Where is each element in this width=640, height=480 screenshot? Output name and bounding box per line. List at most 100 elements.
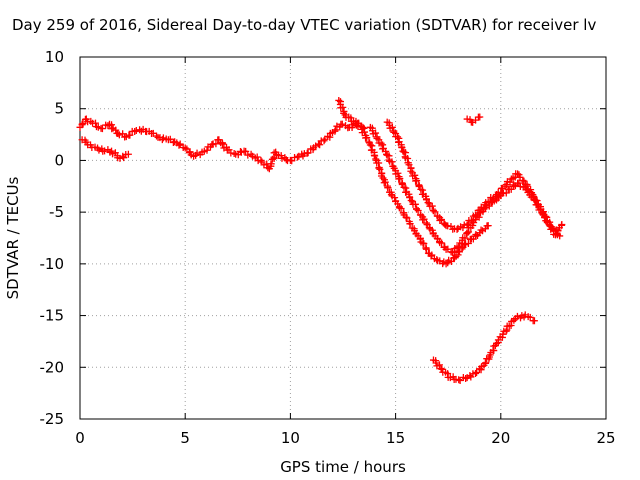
data-point-track-5	[407, 167, 415, 175]
data-point-track-4	[372, 129, 380, 137]
data-point-track-3	[464, 239, 472, 247]
data-point-track-5	[523, 182, 531, 190]
data-point-track-5	[453, 225, 461, 233]
data-point-track-1	[304, 149, 312, 157]
data-point-track-3	[477, 226, 485, 234]
x-tick-label: 10	[281, 429, 300, 447]
data-point-track-4	[419, 216, 427, 224]
data-point-track-1	[212, 140, 220, 148]
data-point-track-5	[464, 220, 472, 228]
data-point-track-1	[203, 146, 211, 154]
data-point-track-1	[166, 135, 174, 143]
data-point-track-7	[435, 361, 443, 369]
data-point-track-7	[510, 316, 518, 324]
data-point-track-5	[558, 221, 566, 229]
data-point-track-3	[484, 222, 492, 230]
data-point-track-1	[175, 141, 183, 149]
data-point-track-7	[437, 364, 445, 372]
data-point-track-3	[340, 109, 348, 117]
data-point-track-1	[331, 126, 339, 134]
data-point-track-1	[208, 141, 216, 149]
x-tick-label: 0	[75, 429, 85, 447]
data-point-track-7	[502, 327, 510, 335]
x-tick-label: 5	[180, 429, 190, 447]
data-point-track-4	[394, 169, 402, 177]
data-point-track-3	[363, 134, 371, 142]
data-point-track-2	[124, 150, 132, 158]
data-point-track-3	[428, 251, 436, 259]
data-point-track-1	[338, 120, 346, 128]
data-point-track-5	[437, 216, 445, 224]
y-axis-label: SDTVAR / TECUs	[4, 176, 22, 299]
data-point-track-3	[472, 231, 480, 239]
data-point-track-1	[98, 125, 106, 133]
data-point-track-5	[554, 227, 562, 235]
data-point-track-5	[506, 178, 514, 186]
data-point-track-4	[420, 215, 428, 223]
data-point-track-5	[424, 199, 432, 207]
data-point-track-4	[413, 205, 421, 213]
data-point-track-5	[422, 195, 430, 203]
data-point-track-4	[406, 193, 414, 201]
data-point-track-5	[431, 208, 439, 216]
data-point-track-1	[131, 127, 139, 135]
data-point-track-7	[472, 369, 480, 377]
data-point-track-1	[176, 140, 184, 148]
data-point-track-7	[513, 312, 521, 320]
data-point-track-4	[422, 219, 430, 227]
data-point-track-1	[181, 144, 189, 152]
data-point-track-4	[438, 239, 446, 247]
axis-ticks: 0 5 10 15 20 25 -25 -20 -15 -10 -5 0 5 10	[40, 48, 616, 447]
data-point-track-4	[485, 202, 493, 210]
data-point-track-5	[480, 204, 488, 212]
data-point-track-5	[388, 123, 396, 131]
data-point-track-3	[370, 151, 378, 159]
data-point-track-3	[397, 204, 405, 212]
data-point-track-5	[529, 191, 537, 199]
data-point-track-3	[372, 155, 380, 163]
data-point-track-5	[394, 133, 402, 141]
data-point-track-3	[339, 103, 347, 111]
y-tick-label: -15	[40, 307, 65, 325]
data-point-track-3	[402, 213, 410, 221]
data-point-track-4	[515, 179, 523, 187]
data-point-track-1	[244, 151, 252, 159]
y-tick-label: -10	[40, 255, 65, 273]
data-point-track-1	[267, 160, 275, 168]
y-tick-label: -5	[49, 203, 64, 221]
data-point-track-1	[316, 141, 324, 149]
data-point-track-5	[552, 231, 560, 239]
data-point-track-5	[413, 177, 421, 185]
data-point-track-1	[115, 131, 123, 139]
data-point-track-3	[335, 96, 343, 104]
data-point-track-3	[376, 165, 384, 173]
data-point-track-4	[388, 158, 396, 166]
data-point-track-3	[420, 240, 428, 248]
x-tick-label: 15	[386, 429, 405, 447]
data-point-track-4	[510, 181, 518, 189]
data-point-track-7	[473, 368, 481, 376]
data-point-track-3	[433, 256, 441, 264]
data-point-track-3	[422, 245, 430, 253]
data-point-track-5	[429, 207, 437, 215]
data-point-track-3	[403, 214, 411, 222]
data-point-track-4	[461, 234, 469, 242]
data-point-track-3	[384, 184, 392, 192]
data-point-track-6	[476, 113, 484, 121]
y-tick-label: -20	[40, 358, 65, 376]
data-point-track-1	[91, 119, 99, 127]
data-point-track-4	[377, 139, 385, 147]
data-point-track-5	[411, 171, 419, 179]
data-point-track-2	[101, 147, 109, 155]
data-point-track-5	[546, 221, 554, 229]
data-point-track-1	[253, 153, 261, 161]
data-point-track-1	[193, 149, 201, 157]
data-points	[76, 96, 566, 385]
plot-frame	[79, 56, 607, 420]
y-tick-label: 0	[54, 151, 64, 169]
data-point-track-7	[481, 359, 489, 367]
gridlines	[80, 57, 606, 419]
y-tick-label: 10	[45, 48, 64, 66]
data-point-track-1	[264, 164, 272, 172]
data-point-track-7	[530, 317, 538, 325]
